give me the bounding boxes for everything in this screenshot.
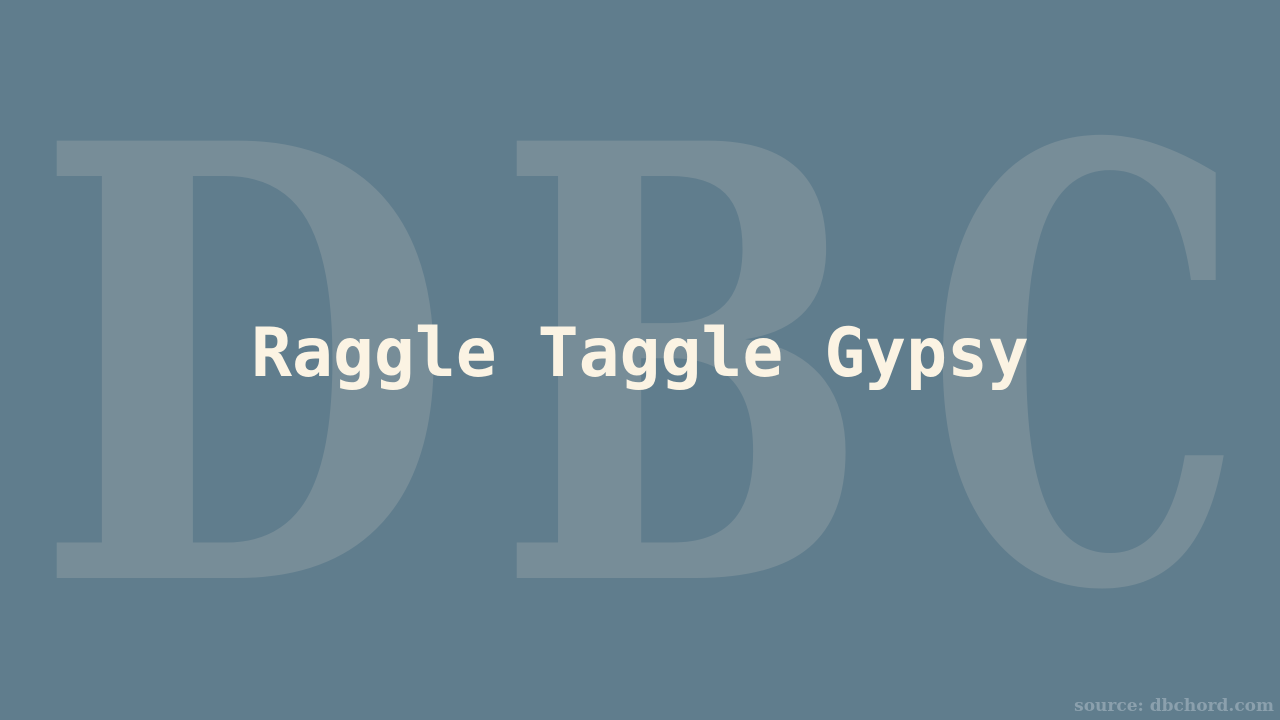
watermark-letter-c: C — [926, 17, 1244, 720]
song-title: Raggle Taggle Gypsy — [251, 314, 1029, 393]
watermark-letter-d: D — [34, 15, 454, 720]
watermark-letter-b: B — [496, 15, 870, 720]
source-credit: source: dbchord.com — [1074, 696, 1274, 716]
